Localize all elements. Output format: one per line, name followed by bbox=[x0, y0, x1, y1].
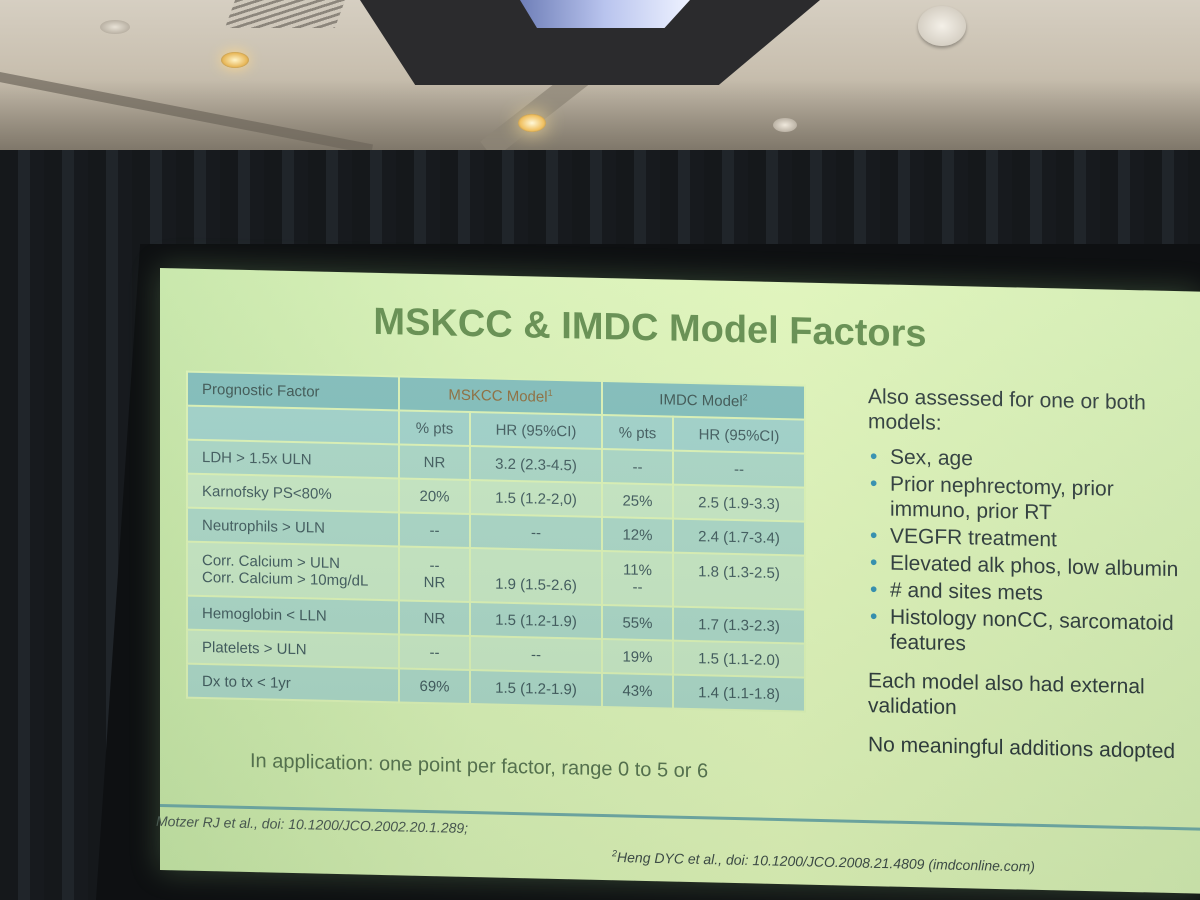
bullet-icon: • bbox=[870, 551, 878, 575]
subheader-mskcc-hr: HR (95%CI) bbox=[470, 412, 602, 450]
factor-cell: Karnofsky PS<80% bbox=[187, 473, 399, 513]
mskcc-pts-cell: 20% bbox=[399, 478, 471, 515]
mskcc-pts-cell: -- NR bbox=[399, 546, 471, 603]
cell-line: -- bbox=[429, 557, 440, 575]
cell-line bbox=[680, 580, 798, 600]
bullet-icon: • bbox=[870, 605, 878, 629]
validation-note: Each model also had external validation bbox=[868, 669, 1145, 720]
imdc-hr-cell: -- bbox=[673, 450, 805, 488]
imdc-pts-cell: 12% bbox=[601, 517, 673, 553]
factor-cell: Corr. Calcium > ULN Corr. Calcium > 10mg… bbox=[187, 541, 399, 601]
mskcc-pts-cell: -- bbox=[399, 512, 471, 549]
ceiling-light bbox=[773, 118, 797, 132]
application-note: In application: one point per factor, ra… bbox=[250, 750, 709, 783]
mskcc-hr-cell: 3.2 (2.3-4.5) bbox=[470, 446, 602, 484]
mskcc-hr-cell: 1.5 (1.2-1.9) bbox=[470, 670, 602, 708]
mskcc-pts-cell: NR bbox=[399, 444, 471, 481]
imdc-hr-cell: 1.4 (1.1-1.8) bbox=[673, 674, 805, 712]
mskcc-hr-cell: -- bbox=[470, 514, 602, 552]
no-additions-note: No meaningful additions adopted bbox=[868, 733, 1176, 764]
mskcc-hr-cell: -- bbox=[470, 636, 602, 674]
subheader-imdc-hr: HR (95%CI) bbox=[673, 416, 805, 454]
bullet-icon: • bbox=[870, 578, 878, 602]
header-prognostic-factor: Prognostic Factor bbox=[187, 371, 399, 411]
subheader-empty bbox=[187, 405, 399, 445]
imdc-pts-cell: 43% bbox=[601, 673, 673, 709]
ceiling-vent bbox=[224, 0, 346, 28]
imdc-hr-cell: 2.4 (1.7-3.4) bbox=[673, 518, 805, 556]
header-imdc-model: IMDC Model2 bbox=[601, 381, 805, 420]
imdc-hr-cell: 1.7 (1.3-2.3) bbox=[673, 606, 805, 644]
ceiling-light bbox=[100, 20, 130, 34]
footnote-heng: 2Heng DYC et al., doi: 10.1200/JCO.2008.… bbox=[612, 848, 1035, 875]
also-assessed-list: • Sex, age • Prior nephrectomy, prior immu… bbox=[868, 444, 1188, 661]
imdc-pts-cell: 25% bbox=[601, 483, 673, 519]
factor-cell: Neutrophils > ULN bbox=[187, 507, 399, 547]
imdc-pts-cell: 11% -- bbox=[601, 551, 673, 607]
mskcc-hr-cell: 1.5 (1.2-2,0) bbox=[470, 480, 602, 518]
cell-line: -- bbox=[632, 578, 643, 596]
factor-cell: Platelets > ULN bbox=[187, 629, 399, 669]
list-item: • Histology nonCC, sarcomatoid features bbox=[870, 605, 1174, 656]
bullet-icon: • bbox=[870, 445, 878, 469]
prognostic-factors-table: Prognostic Factor MSKCC Model1 IMDC Mode… bbox=[186, 371, 806, 713]
cell-line: 1.8 (1.3-2.5) bbox=[698, 563, 780, 583]
mskcc-hr-cell: 1.9 (1.5-2.6) bbox=[470, 548, 602, 606]
footnote-motzer: Motzer RJ et al., doi: 10.1200/JCO.2002.… bbox=[156, 812, 469, 836]
mskcc-pts-cell: NR bbox=[399, 600, 471, 637]
ceiling-light bbox=[221, 52, 249, 68]
imdc-hr-cell: 1.8 (1.3-2.5) bbox=[673, 552, 805, 610]
imdc-pts-cell: 55% bbox=[601, 605, 673, 641]
subheader-mskcc-pts: % pts bbox=[399, 410, 471, 447]
bullet-icon: • bbox=[870, 472, 878, 496]
imdc-hr-cell: 1.5 (1.1-2.0) bbox=[673, 640, 805, 678]
mskcc-hr-cell: 1.5 (1.2-1.9) bbox=[470, 602, 602, 640]
skylight-window bbox=[520, 0, 690, 28]
factor-cell: Dx to tx < 1yr bbox=[187, 663, 399, 703]
mskcc-pts-cell: 69% bbox=[399, 668, 471, 705]
subheader-imdc-pts: % pts bbox=[601, 415, 673, 451]
imdc-hr-cell: 2.5 (1.9-3.3) bbox=[673, 484, 805, 522]
bullet-icon: • bbox=[870, 524, 878, 548]
slide-title: MSKCC & IMDC Model Factors bbox=[373, 300, 927, 356]
list-item: • Prior nephrectomy, prior immuno, prior … bbox=[870, 472, 1114, 525]
also-assessed-heading: Also assessed for one or both models: bbox=[868, 385, 1146, 435]
also-assessed-panel: Also assessed for one or both models: • S… bbox=[868, 384, 1188, 764]
mskcc-pts-cell: -- bbox=[399, 634, 471, 671]
factor-line: Corr. Calcium > 10mg/dL bbox=[202, 568, 369, 590]
cell-line: 1.9 (1.5-2.6) bbox=[495, 575, 577, 595]
imdc-pts-cell: -- bbox=[601, 449, 673, 485]
factor-cell: LDH > 1.5x ULN bbox=[187, 439, 399, 479]
smoke-detector bbox=[918, 6, 966, 46]
imdc-pts-cell: 19% bbox=[601, 639, 673, 675]
header-mskcc-model: MSKCC Model1 bbox=[399, 376, 602, 416]
cell-line: 11% bbox=[623, 561, 652, 580]
ceiling-light bbox=[518, 114, 546, 132]
factor-cell: Hemoglobin < LLN bbox=[187, 595, 399, 635]
cell-line: NR bbox=[423, 573, 446, 592]
projected-slide: MSKCC & IMDC Model Factors Prognostic Fa… bbox=[156, 268, 1200, 894]
